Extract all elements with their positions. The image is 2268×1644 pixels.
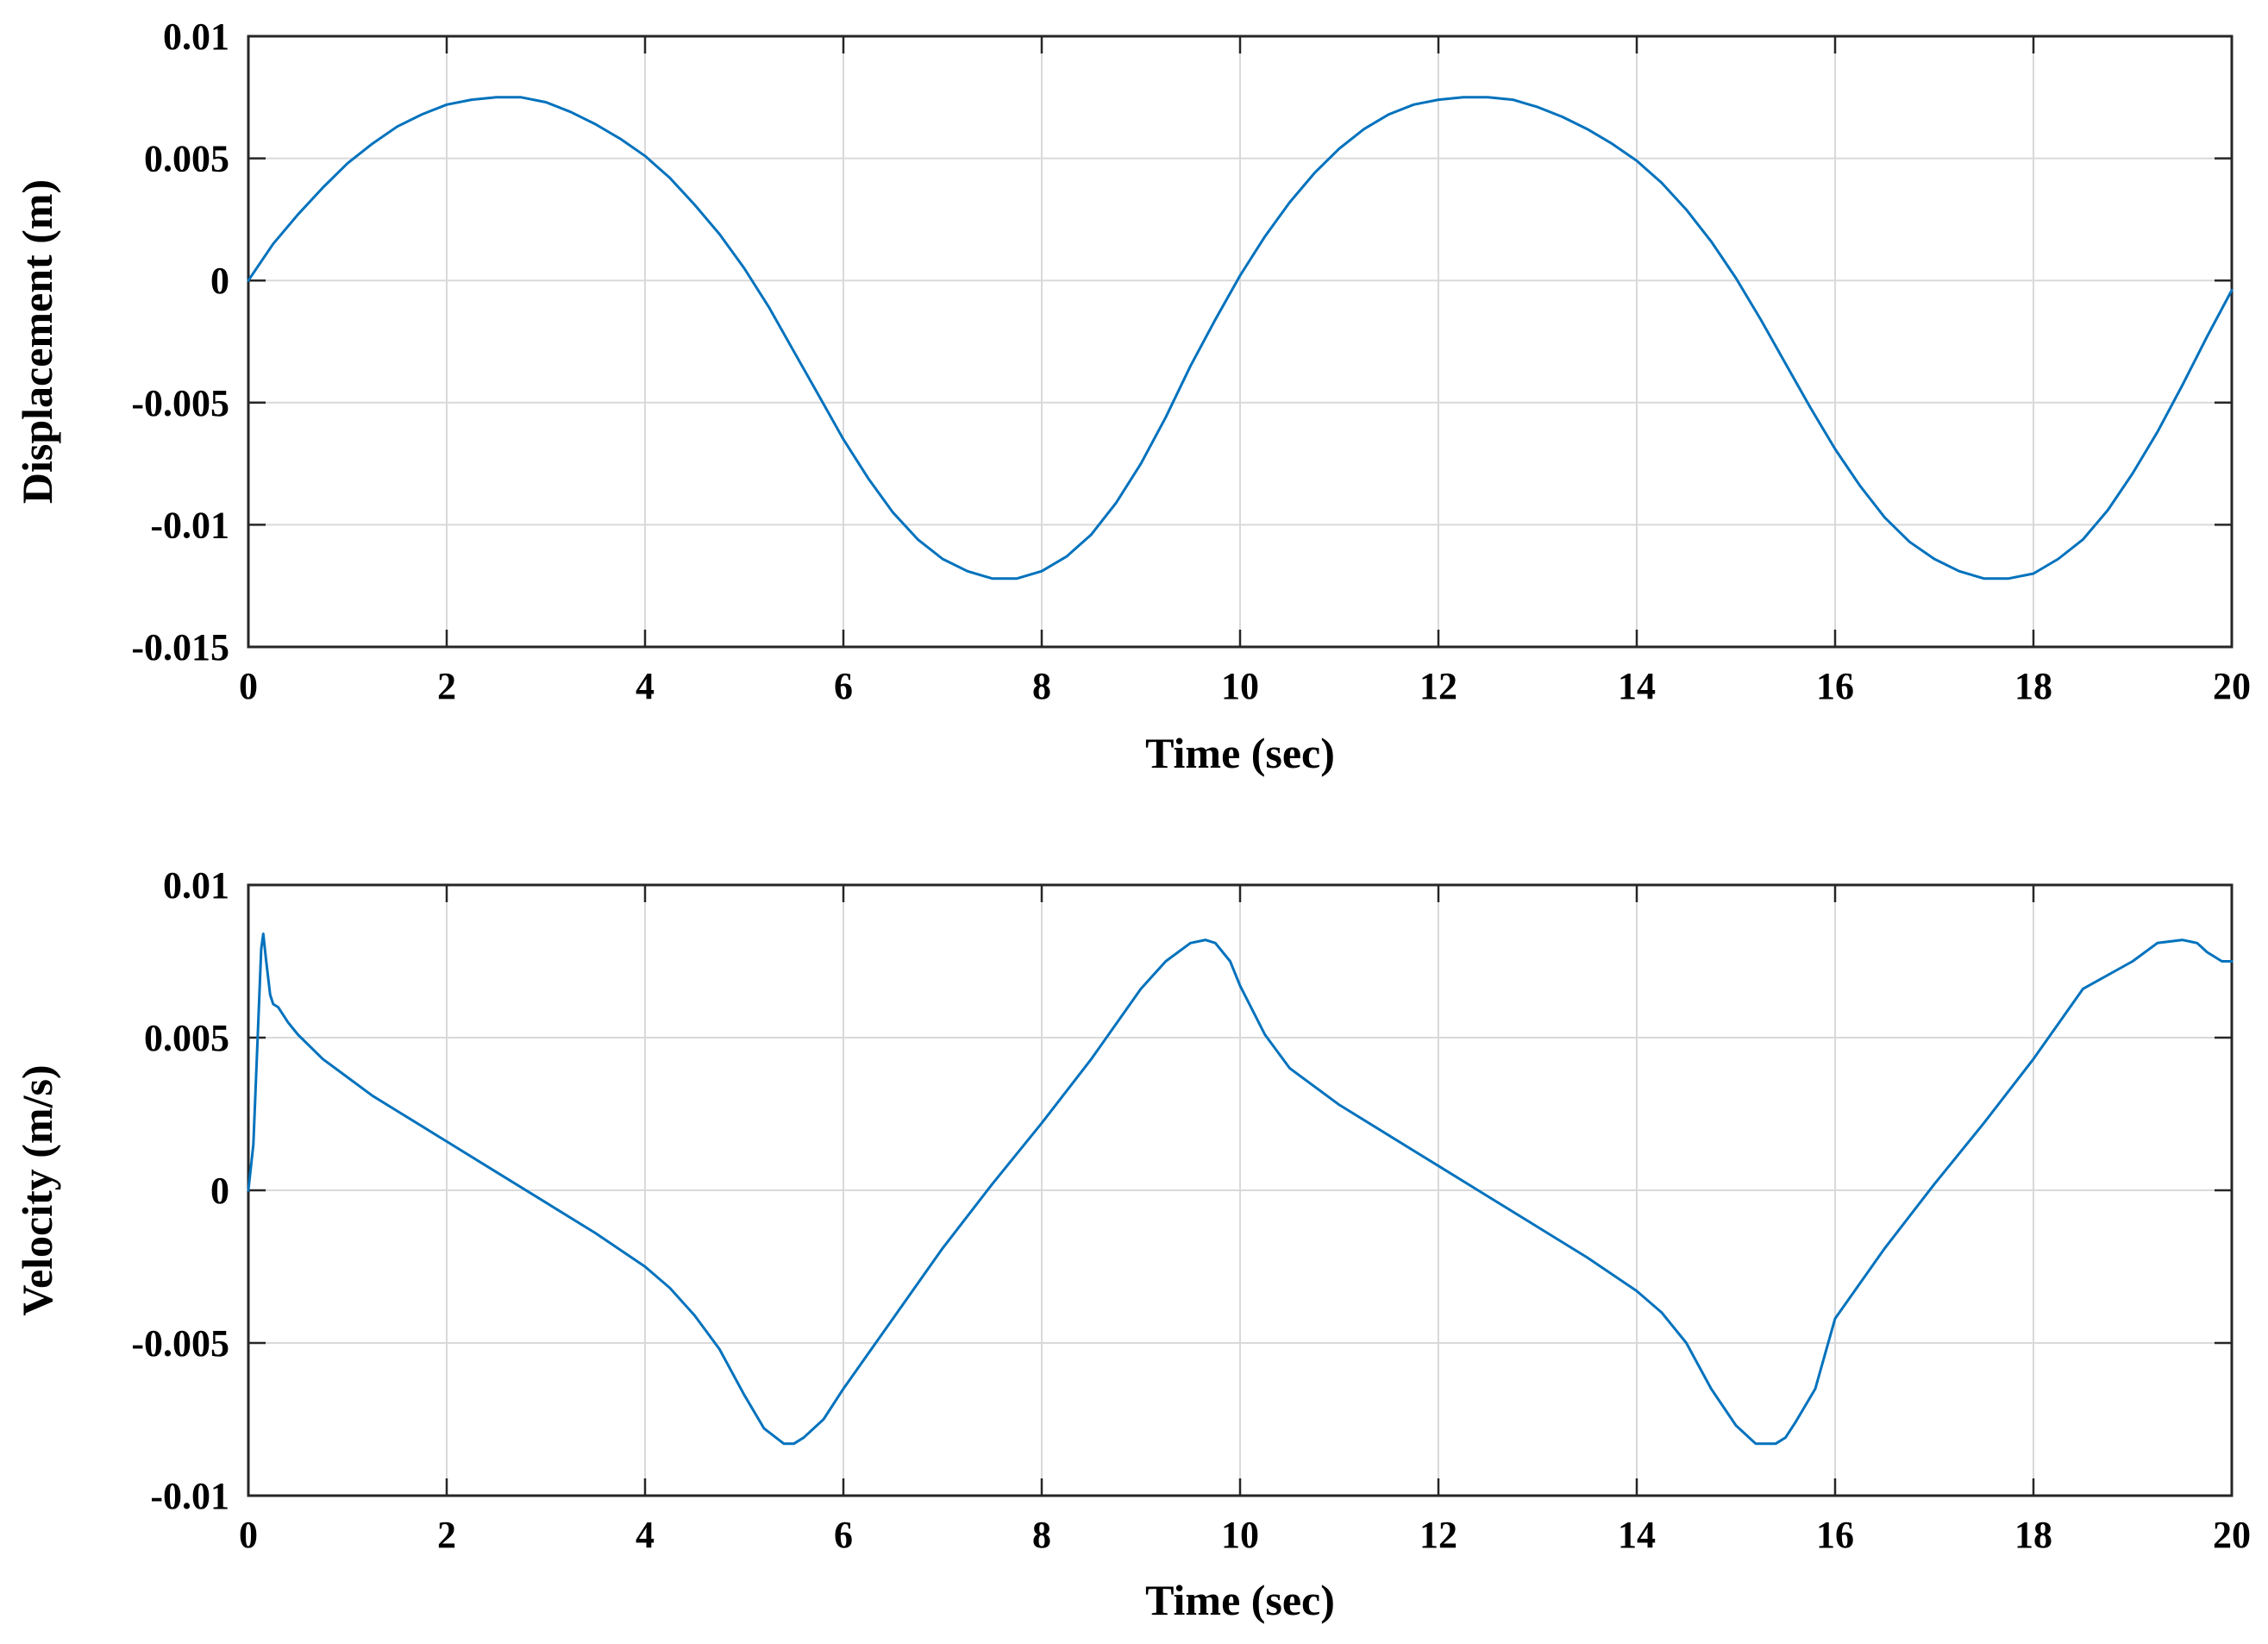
x-tick-label: 18 (2014, 665, 2052, 707)
x-tick-label: 0 (239, 665, 258, 707)
y-tick-label: -0.01 (150, 504, 229, 546)
x-tick-label: 4 (636, 665, 655, 707)
x-tick-label: 2 (437, 1514, 456, 1556)
x-tick-label: 10 (1221, 665, 1259, 707)
y-tick-label: -0.005 (131, 1322, 229, 1365)
y-axis-label: Displacement (m) (13, 179, 61, 504)
x-tick-label: 20 (2213, 665, 2251, 707)
y-tick-label: -0.01 (150, 1475, 229, 1517)
y-tick-label: 0.01 (163, 864, 229, 907)
x-tick-label: 16 (1816, 1514, 1854, 1556)
x-tick-label: 8 (1032, 665, 1051, 707)
x-tick-label: 8 (1032, 1514, 1051, 1556)
x-axis-label: Time (sec) (1145, 729, 1335, 777)
x-tick-label: 12 (1419, 1514, 1457, 1556)
x-tick-label: 6 (834, 1514, 853, 1556)
velocity-chart: 0 2 4 6 8 10 12 14 16 18 20 0.01 0.005 0 -0.005 -0.01 Ti… (13, 864, 2251, 1624)
y-tick-label: 0 (210, 260, 229, 302)
x-tick-label: 6 (834, 665, 853, 707)
axes-frame (247, 35, 2234, 649)
displacement-chart: 0 2 4 6 8 10 12 14 16 18 20 0.01 0.005 0 -0.005 -0.01 -0… (13, 16, 2251, 777)
y-tick-label: 0.005 (144, 138, 229, 180)
y-tick-label: 0.005 (144, 1017, 229, 1059)
y-axis-label: Velocity (m/s) (13, 1064, 61, 1315)
y-tick-label: -0.005 (131, 382, 229, 424)
x-tick-label: 0 (239, 1514, 258, 1556)
x-tick-label: 2 (437, 665, 456, 707)
x-tick-label: 20 (2213, 1514, 2251, 1556)
x-tick-label: 12 (1419, 665, 1457, 707)
series-line (247, 932, 2234, 1446)
x-tick-label: 18 (2014, 1514, 2052, 1556)
series-line (247, 96, 2234, 580)
x-tick-label: 4 (636, 1514, 655, 1556)
y-tick-label: -0.015 (131, 626, 229, 668)
x-tick-label: 10 (1221, 1514, 1259, 1556)
y-tick-label: 0.01 (163, 16, 229, 58)
x-tick-label: 14 (1618, 665, 1656, 707)
y-tick-label: 0 (210, 1170, 229, 1212)
x-tick-label: 16 (1816, 665, 1854, 707)
x-axis-label: Time (sec) (1145, 1576, 1335, 1624)
x-tick-label: 14 (1618, 1514, 1656, 1556)
